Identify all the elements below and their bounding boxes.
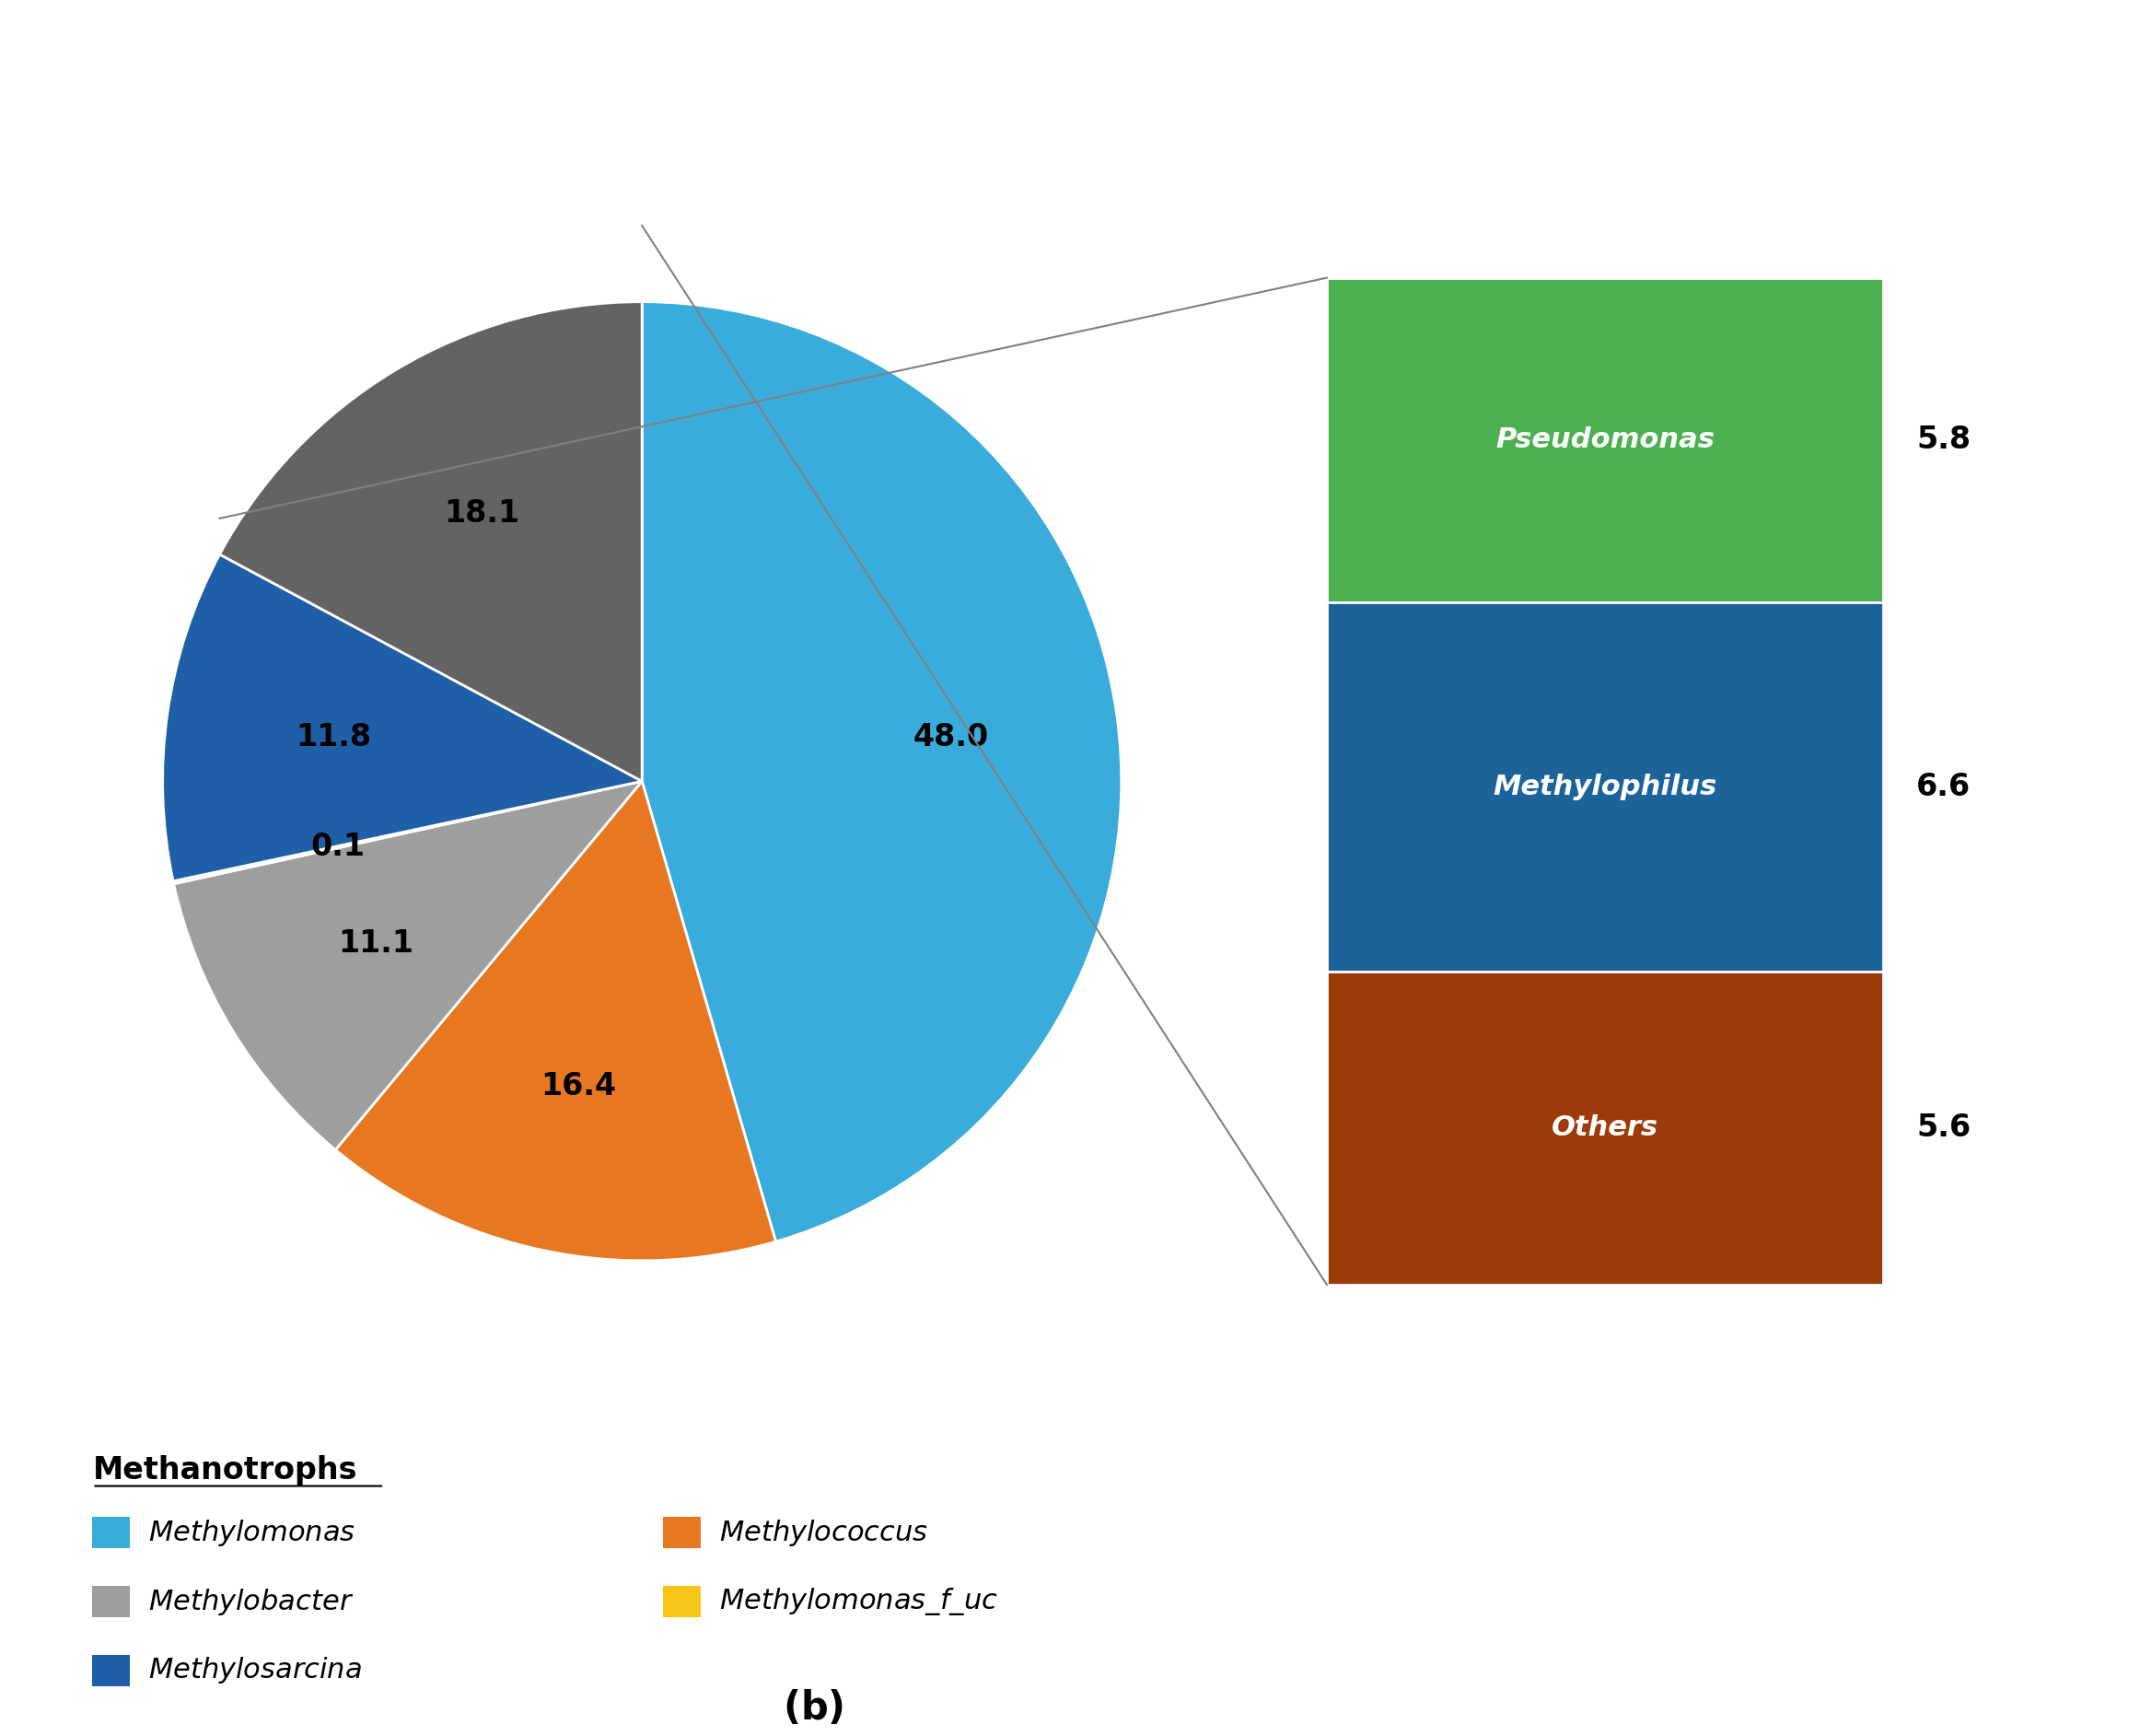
Bar — [663, 1587, 700, 1618]
Wedge shape — [336, 781, 777, 1260]
Bar — [663, 1517, 700, 1549]
Text: Methanotrophs: Methanotrophs — [92, 1455, 357, 1486]
Text: 0.1: 0.1 — [310, 832, 364, 863]
Text: 5.8: 5.8 — [1917, 425, 1971, 455]
Text: 5.6: 5.6 — [1917, 1113, 1971, 1144]
Bar — [92, 1654, 131, 1686]
Text: 48.0: 48.0 — [912, 722, 989, 752]
Bar — [92, 1587, 131, 1618]
Wedge shape — [220, 302, 642, 781]
Text: 18.1: 18.1 — [445, 498, 520, 529]
Wedge shape — [642, 302, 1121, 1241]
Text: 6.6: 6.6 — [1917, 771, 1971, 802]
Text: Others: Others — [1551, 1115, 1658, 1141]
Wedge shape — [173, 781, 642, 884]
Text: Methylophilus: Methylophilus — [1494, 774, 1716, 800]
Text: 11.1: 11.1 — [338, 929, 413, 958]
Text: $\it{Methylococcus}$: $\it{Methylococcus}$ — [719, 1517, 929, 1549]
Text: $\it{Methylosarcina}$: $\it{Methylosarcina}$ — [148, 1654, 362, 1686]
Text: $\it{Methylomonas}$: $\it{Methylomonas}$ — [148, 1517, 355, 1549]
Text: $\mathbf{(b)}$: $\mathbf{(b)}$ — [783, 1689, 843, 1727]
Text: 11.8: 11.8 — [295, 722, 372, 752]
Wedge shape — [173, 781, 642, 1149]
Bar — [1327, 972, 1883, 1285]
Wedge shape — [163, 554, 642, 882]
Text: $\it{Methylomonas\_f\_uc}$: $\it{Methylomonas\_f\_uc}$ — [719, 1587, 997, 1618]
Bar — [1327, 602, 1883, 972]
Bar — [92, 1517, 131, 1549]
Text: $\it{Methylobacter}$: $\it{Methylobacter}$ — [148, 1587, 353, 1616]
Text: Pseudomonas: Pseudomonas — [1496, 427, 1714, 453]
Text: 16.4: 16.4 — [541, 1071, 616, 1101]
Bar — [1327, 278, 1883, 602]
